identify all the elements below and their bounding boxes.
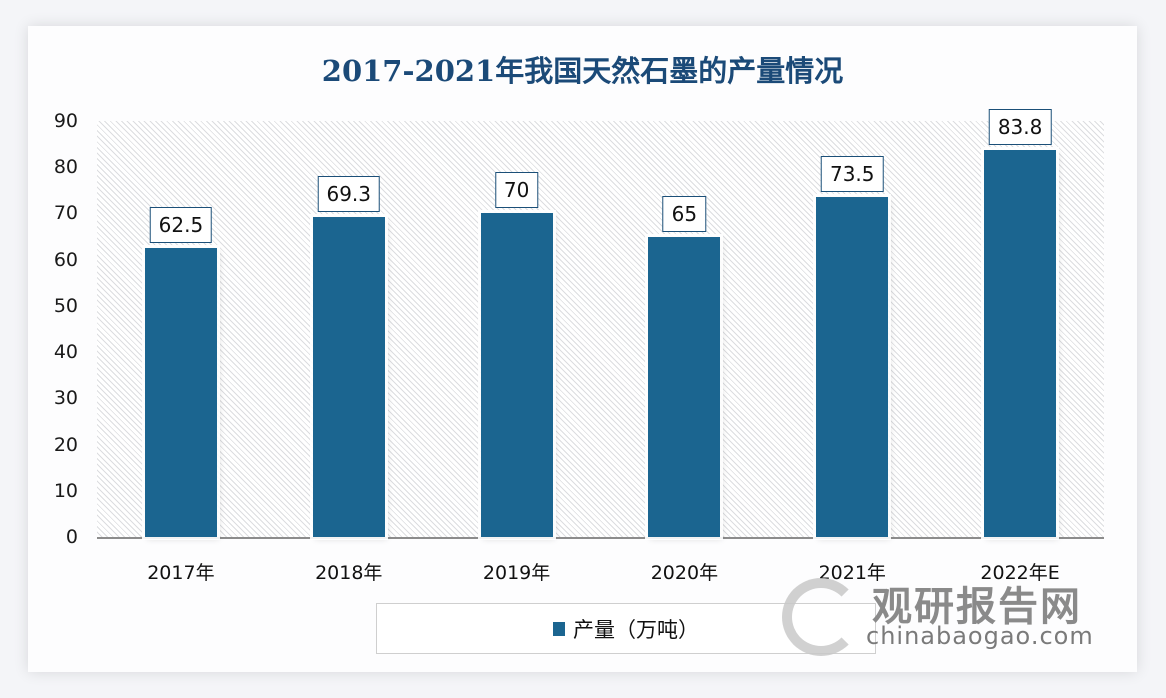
watermark-en: chinabaogao.com [866,622,1094,650]
x-tick-label: 2017年 [147,562,215,584]
x-tick-label: 2022年E [980,562,1060,584]
y-tick-label: 80 [53,156,78,179]
data-label: 62.5 [149,207,213,244]
data-label: 83.8 [988,108,1052,145]
x-tick-label: 2019年 [482,562,551,584]
bar [648,236,721,537]
y-tick-label: 70 [53,202,78,225]
x-axis-line [97,537,1104,539]
watermark-logo-icon [782,578,860,656]
legend-label: 产量（万吨） [573,617,699,642]
bar [312,216,385,537]
watermark-cn: 观研报告网 [872,584,1082,630]
y-tick-label: 0 [65,526,78,548]
y-tick-label: 20 [53,433,78,456]
y-tick-label: 90 [53,110,78,132]
x-tick-label: 2018年 [315,562,383,584]
y-tick-label: 60 [53,248,78,271]
chart-title: 2017-2021年我国天然石墨的产量情况 [321,54,844,88]
x-tick-label: 2020年 [650,562,719,584]
bar [144,248,217,537]
data-label: 70 [494,172,539,209]
y-tick-label: 40 [53,341,78,364]
bar [480,213,553,537]
x-tick-label: 2021年 [818,562,886,584]
data-label: 69.3 [317,175,381,212]
bar [816,197,889,537]
y-tick-label: 30 [53,387,78,410]
plot-area [97,121,1104,537]
data-label: 65 [662,195,707,232]
bar [984,149,1057,537]
y-tick-label: 50 [53,294,78,317]
legend-swatch [553,621,565,636]
data-label: 73.5 [820,156,884,193]
y-tick-label: 10 [53,479,78,502]
